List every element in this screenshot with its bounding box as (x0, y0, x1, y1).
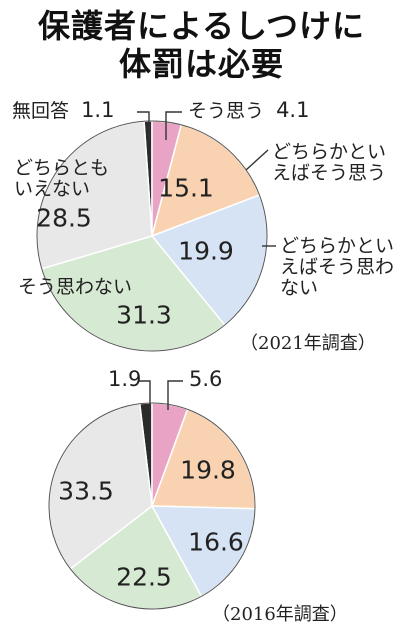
value-somewhat-agree-2021: 15.1 (158, 173, 214, 203)
label-agree-text: そう思う (188, 100, 265, 122)
survey-year-2021: （2021年調査） (240, 333, 376, 354)
pie-outline (48, 402, 256, 610)
value-disagree-2016: 22.5 (116, 562, 172, 592)
label-no-answer-text: 無回答 (12, 100, 70, 122)
survey-year-2016: （2016年調査） (212, 604, 348, 625)
value-agree-2016: 5.6 (189, 367, 223, 391)
leader-line-no-answer-2021 (137, 111, 150, 140)
value-neither-2021: 28.5 (36, 203, 92, 233)
value-agree-2021: 4.1 (276, 98, 310, 122)
label-neither: どちらともいえない (14, 157, 110, 200)
value-somewhat-disagree-2021: 19.9 (178, 236, 234, 266)
pie-chart-2021 (36, 120, 268, 352)
value-disagree-2021: 31.3 (116, 300, 172, 330)
pie-outline (36, 120, 268, 352)
value-neither-2016: 33.5 (58, 476, 114, 506)
label-somewhat-disagree: どちらかといえばそう思わない (280, 235, 395, 299)
label-no-answer-2021: 無回答 1.1 (12, 100, 114, 122)
pie-chart-2016 (48, 402, 256, 610)
leader-line-no-answer-2016 (138, 380, 151, 410)
label-disagree: そう思わない (18, 276, 133, 298)
label-somewhat-agree: どちらかといえばそう思う (272, 141, 387, 184)
value-somewhat-disagree-2016: 16.6 (188, 527, 244, 557)
value-no-answer-2021: 1.1 (81, 98, 115, 122)
leader-line-somewhat-agree-2021 (245, 149, 269, 171)
chart-title-line1: 保護者によるしつけに (37, 7, 366, 45)
leader-lines (137, 111, 276, 410)
leader-line-agree-2021 (165, 111, 182, 140)
chart-title-line2: 体罰は必要 (118, 45, 284, 83)
leader-line-agree-2016 (167, 380, 183, 410)
value-somewhat-agree-2016: 19.8 (180, 455, 236, 485)
value-no-answer-2016: 1.9 (108, 367, 142, 391)
label-agree-2021: そう思う 4.1 (188, 100, 309, 122)
